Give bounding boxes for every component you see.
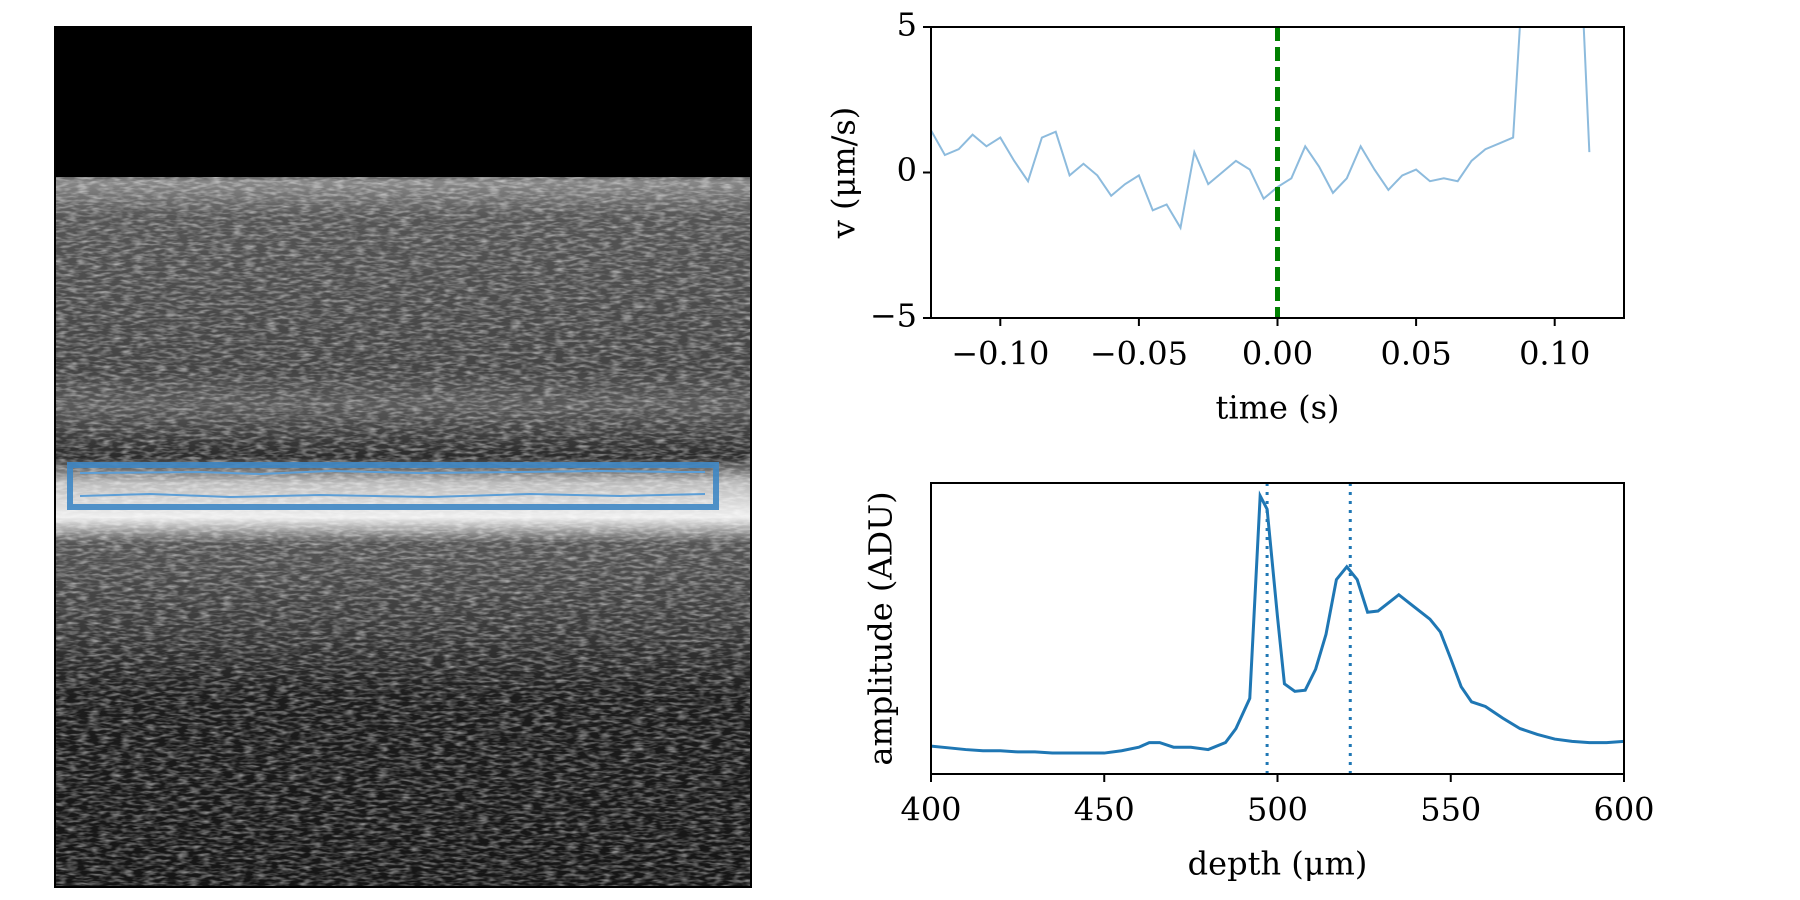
chart: −0.10 −0.05 0.00 0.05 0.10 −5 0 5 time (s) v (μm/… bbox=[825, 6, 1625, 427]
y-axis-label: v (μm/s) bbox=[825, 107, 863, 240]
x-tick-label: 0.00 bbox=[1242, 335, 1313, 373]
x-tick-label: 550 bbox=[1420, 791, 1481, 829]
y-tick-label: −5 bbox=[870, 297, 917, 335]
roi-contour bbox=[79, 469, 705, 476]
roi-box bbox=[67, 462, 719, 510]
x-axis-label: depth (μm) bbox=[1188, 845, 1368, 883]
roi-contour bbox=[79, 492, 706, 499]
y-tick-label: 0 bbox=[897, 151, 917, 189]
x-tick-label: 0.10 bbox=[1519, 335, 1590, 373]
data-line bbox=[931, 27, 1591, 231]
x-tick-label: −0.05 bbox=[1090, 335, 1188, 373]
x-tick-label: 450 bbox=[1074, 791, 1135, 829]
image-speckle bbox=[55, 170, 751, 887]
x-axis-label: time (s) bbox=[1216, 389, 1340, 427]
y-tick-label: 5 bbox=[897, 6, 917, 44]
oct-image bbox=[54, 26, 752, 888]
image-frame bbox=[54, 26, 752, 888]
image-dark-top bbox=[55, 27, 751, 177]
x-tick-label: 400 bbox=[900, 791, 961, 829]
x-tick-label: −0.10 bbox=[951, 335, 1049, 373]
chart: 400 450 500 550 600 depth (μm) amplitude (ADU) bbox=[862, 482, 1655, 883]
x-tick-label: 500 bbox=[1247, 791, 1308, 829]
x-tick-label: 0.05 bbox=[1380, 335, 1451, 373]
y-axis-label: amplitude (ADU) bbox=[862, 491, 900, 765]
x-tick-label: 600 bbox=[1593, 791, 1654, 829]
data-line bbox=[931, 490, 1624, 755]
